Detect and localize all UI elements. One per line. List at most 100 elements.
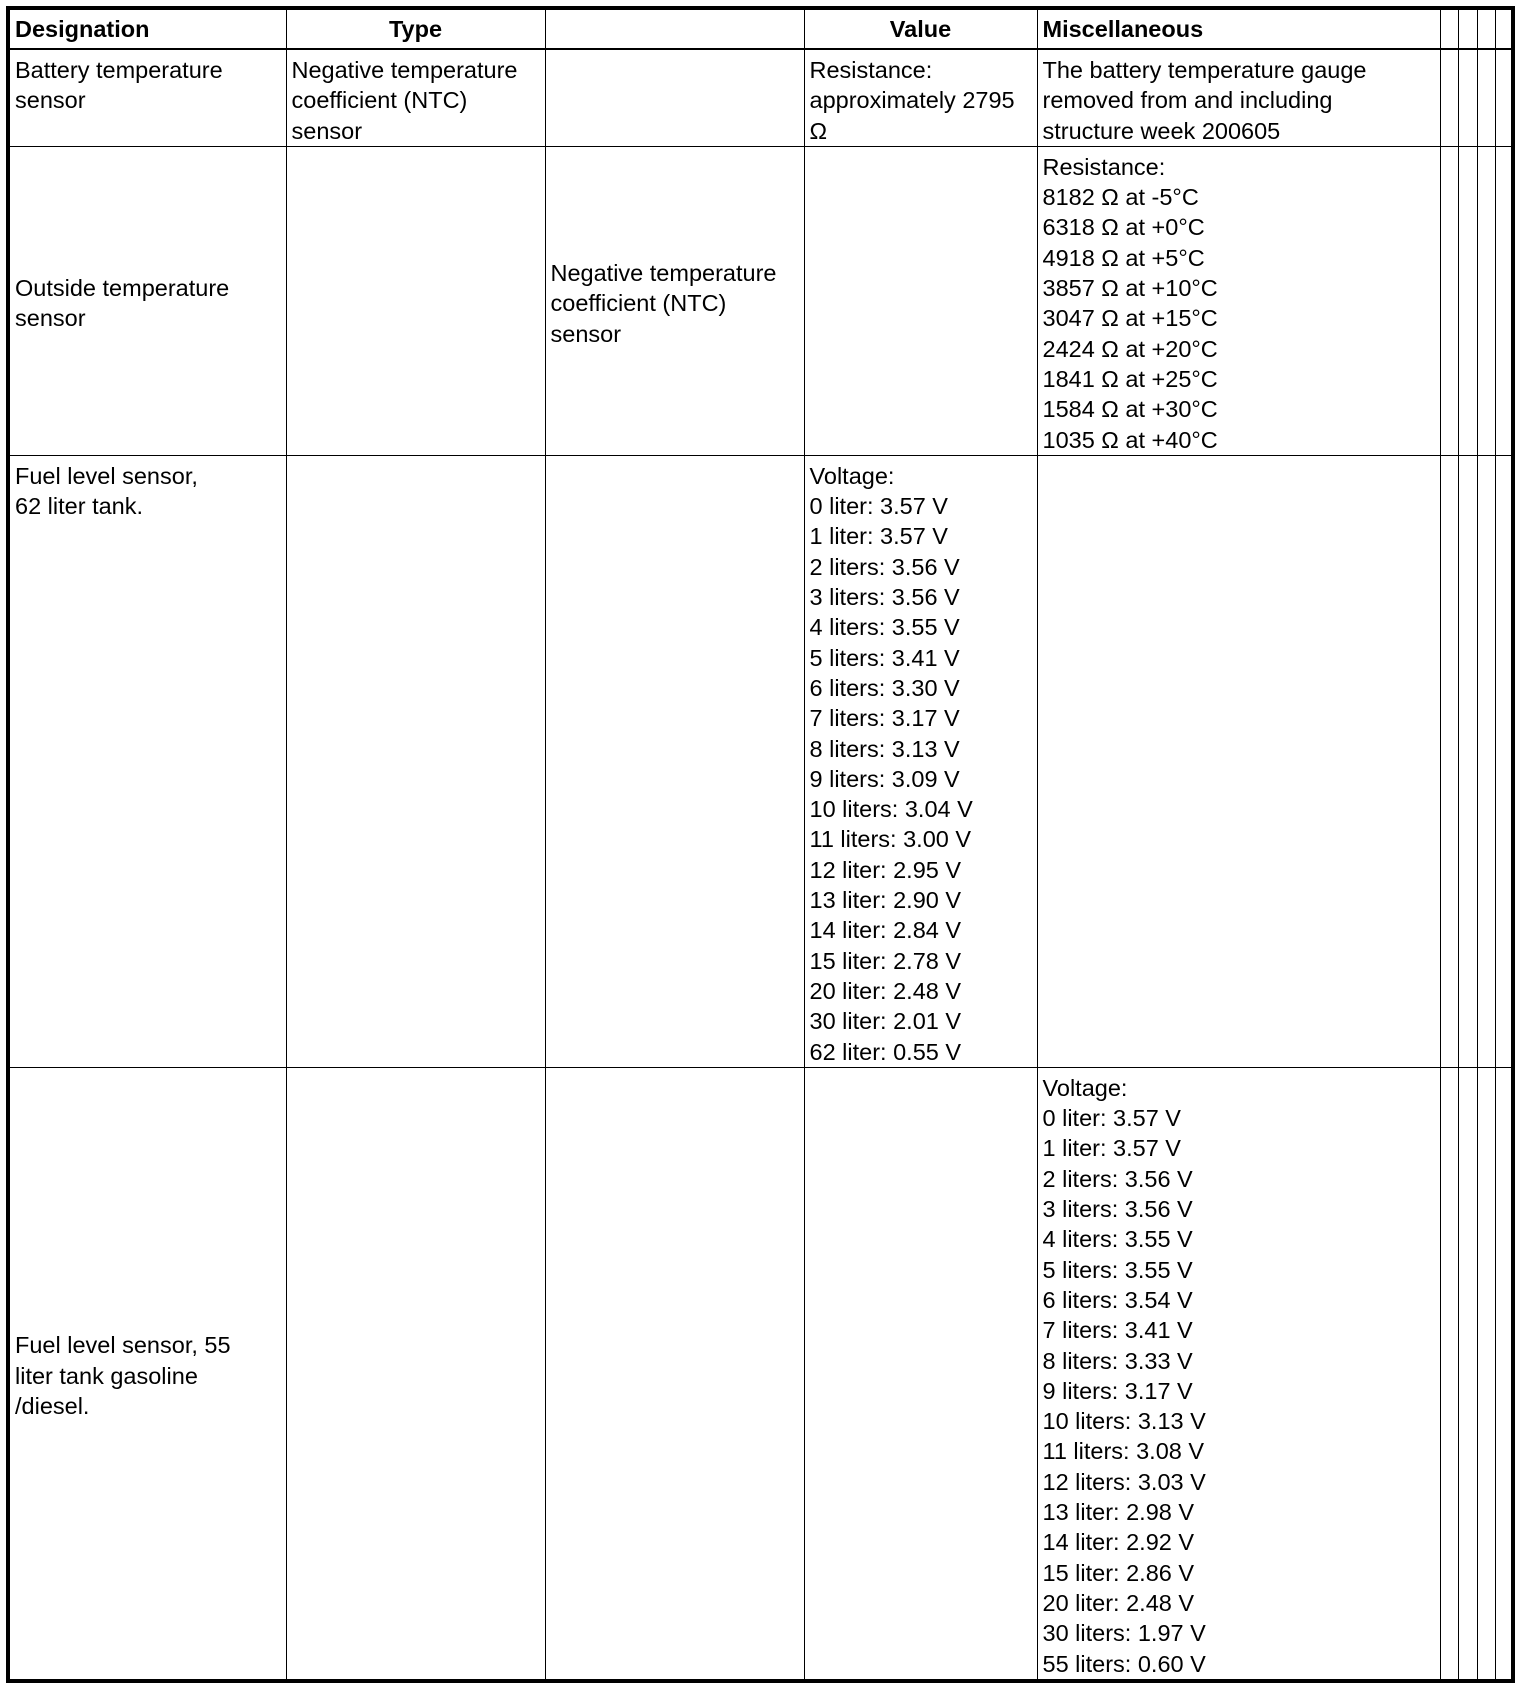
cell-line: 3 liters: 3.56 V	[1042, 1196, 1193, 1223]
narrow-column	[1494, 7, 1514, 50]
cell-line: 9 liters: 3.17 V	[1042, 1377, 1193, 1404]
cell-line: 3 liters: 3.56 V	[809, 584, 960, 611]
header-blank	[544, 7, 805, 50]
cell-designation: Fuel level sensor, 62 liter tank.	[7, 454, 287, 1068]
narrow-column	[1439, 7, 1459, 50]
table-row: Battery temperature sensor Negative temper…	[7, 48, 1514, 147]
cell-line: /diesel.	[15, 1393, 90, 1419]
cell-line: 7 liters: 3.17 V	[809, 705, 960, 732]
cell-line: 0 liter: 3.57 V	[809, 493, 948, 520]
narrow-column-cell	[1457, 1066, 1478, 1682]
sensor-spec-table: Designation Type Value Miscellaneous Bat…	[6, 6, 1515, 1683]
cell-line: 11 liters: 3.08 V	[1042, 1438, 1205, 1465]
cell-line: 6 liters: 3.30 V	[809, 674, 960, 701]
cell-line: 13 liter: 2.90 V	[809, 887, 962, 914]
cell-line: 11 liters: 3.00 V	[809, 826, 972, 853]
table-row: Fuel level sensor, 62 liter tank. Voltage:…	[7, 454, 1514, 1068]
cell-line: 9 liters: 3.09 V	[809, 765, 960, 792]
narrow-column-cell	[1494, 1066, 1514, 1682]
narrow-column-cell	[1494, 48, 1514, 147]
cell-line: Battery temperature	[15, 57, 223, 83]
cell-line: 8 liters: 3.33 V	[1042, 1347, 1193, 1374]
cell-line: 3857 Ω at +10°C	[1042, 275, 1218, 302]
cell-line: 13 liter: 2.98 V	[1042, 1499, 1195, 1526]
cell-line: 5 liters: 3.55 V	[1042, 1256, 1193, 1283]
cell-line: 1 liter: 3.57 V	[809, 523, 948, 550]
cell-line: sensor	[550, 320, 622, 347]
cell-line: 4 liters: 3.55 V	[1042, 1226, 1193, 1253]
cell-line: 14 liter: 2.84 V	[809, 917, 962, 944]
narrow-column-cell	[1457, 48, 1478, 147]
cell-line: 1035 Ω at +40°C	[1042, 426, 1218, 453]
narrow-column-cell	[1439, 454, 1459, 1068]
table-row: Fuel level sensor, 55 liter tank gasoline…	[7, 1066, 1514, 1682]
cell-line: Negative temperature	[550, 259, 777, 286]
cell-value	[803, 1066, 1038, 1682]
cell-line: 12 liters: 3.03 V	[1042, 1468, 1206, 1495]
cell-line: structure week 200605	[1042, 117, 1281, 144]
narrow-column-cell	[1457, 454, 1478, 1068]
cell-type: Negative temperature coefficient (NTC) sen…	[285, 48, 546, 147]
cell-value: Voltage: 0 liter: 3.57 V 1 liter: 3.57 V 2 …	[803, 454, 1038, 1068]
cell-line: sensor	[15, 87, 86, 114]
cell-line: 4918 Ω at +5°C	[1042, 244, 1205, 271]
cell-line: 62 liter: 0.55 V	[809, 1038, 962, 1065]
cell-type	[285, 1066, 546, 1682]
cell-line: 20 liter: 2.48 V	[1042, 1589, 1195, 1616]
cell-line: 4 liters: 3.55 V	[809, 614, 960, 641]
cell-line: Ω	[809, 117, 828, 144]
narrow-column-cell	[1476, 145, 1496, 456]
cell-misc: Resistance: 8182 Ω at -5°C 6318 Ω at +0°C 4…	[1036, 145, 1441, 456]
cell-line: 6318 Ω at +0°C	[1042, 214, 1205, 241]
narrow-column	[1476, 7, 1496, 50]
cell-line: 5 liters: 3.41 V	[809, 644, 960, 671]
cell-line: 14 liter: 2.92 V	[1042, 1529, 1195, 1556]
cell-line: 3047 Ω at +15°C	[1042, 305, 1218, 332]
cell-misc	[1036, 454, 1441, 1068]
cell-line: 55 liters: 0.60 V	[1042, 1650, 1206, 1677]
cell-line: 2 liters: 3.56 V	[809, 553, 960, 580]
cell-line: 8 liters: 3.13 V	[809, 735, 960, 762]
narrow-column-cell	[1476, 48, 1496, 147]
cell-line: 62 liter tank.	[15, 493, 144, 520]
cell-col3: Negative temperature coefficient (NTC) sen…	[544, 145, 805, 456]
header-value: Value	[803, 7, 1038, 50]
cell-line: sensor	[291, 117, 363, 144]
cell-line: 1841 Ω at +25°C	[1042, 365, 1218, 392]
cell-line: Voltage:	[809, 462, 895, 489]
cell-line: approximately 2795	[809, 87, 1015, 114]
narrow-column-cell	[1476, 1066, 1496, 1682]
cell-type	[285, 454, 546, 1068]
cell-line: 7 liters: 3.41 V	[1042, 1317, 1193, 1344]
cell-line: removed from and including	[1042, 87, 1333, 114]
cell-line: 1 liter: 3.57 V	[1042, 1135, 1181, 1162]
cell-designation: Outside temperature sensor	[7, 145, 287, 456]
cell-line: 0 liter: 3.57 V	[1042, 1105, 1181, 1132]
cell-line: Outside temperature	[15, 275, 230, 302]
header-designation: Designation	[7, 7, 287, 50]
cell-line: Fuel level sensor, 55	[15, 1332, 231, 1359]
cell-line: coefficient (NTC)	[550, 290, 727, 317]
narrow-column-cell	[1494, 454, 1514, 1068]
header-row: Designation Type Value Miscellaneous	[7, 7, 1514, 50]
table-row: Outside temperature sensor Negative temper…	[7, 145, 1514, 456]
cell-line: coefficient (NTC)	[291, 87, 468, 114]
cell-line: 30 liters: 1.97 V	[1042, 1620, 1206, 1647]
cell-col3	[544, 48, 805, 147]
cell-misc: Voltage: 0 liter: 3.57 V 1 liter: 3.57 V 2 …	[1036, 1066, 1441, 1682]
cell-line: Resistance:	[809, 57, 933, 83]
header-type: Type	[285, 7, 546, 50]
cell-line: 10 liters: 3.13 V	[1042, 1408, 1206, 1435]
narrow-column-cell	[1439, 145, 1459, 456]
narrow-column-cell	[1494, 145, 1514, 456]
cell-designation: Battery temperature sensor	[7, 48, 287, 147]
cell-line: Negative temperature	[291, 57, 518, 83]
cell-line: Fuel level sensor,	[15, 462, 198, 489]
cell-line: The battery temperature gauge	[1042, 57, 1367, 83]
cell-misc: The battery temperature gauge removed fro…	[1036, 48, 1441, 147]
cell-line: 12 liter: 2.95 V	[809, 856, 962, 883]
cell-value: Resistance: approximately 2795 Ω	[803, 48, 1038, 147]
cell-line: 1584 Ω at +30°C	[1042, 396, 1218, 423]
cell-line: 15 liter: 2.78 V	[809, 947, 962, 974]
cell-type	[285, 145, 546, 456]
